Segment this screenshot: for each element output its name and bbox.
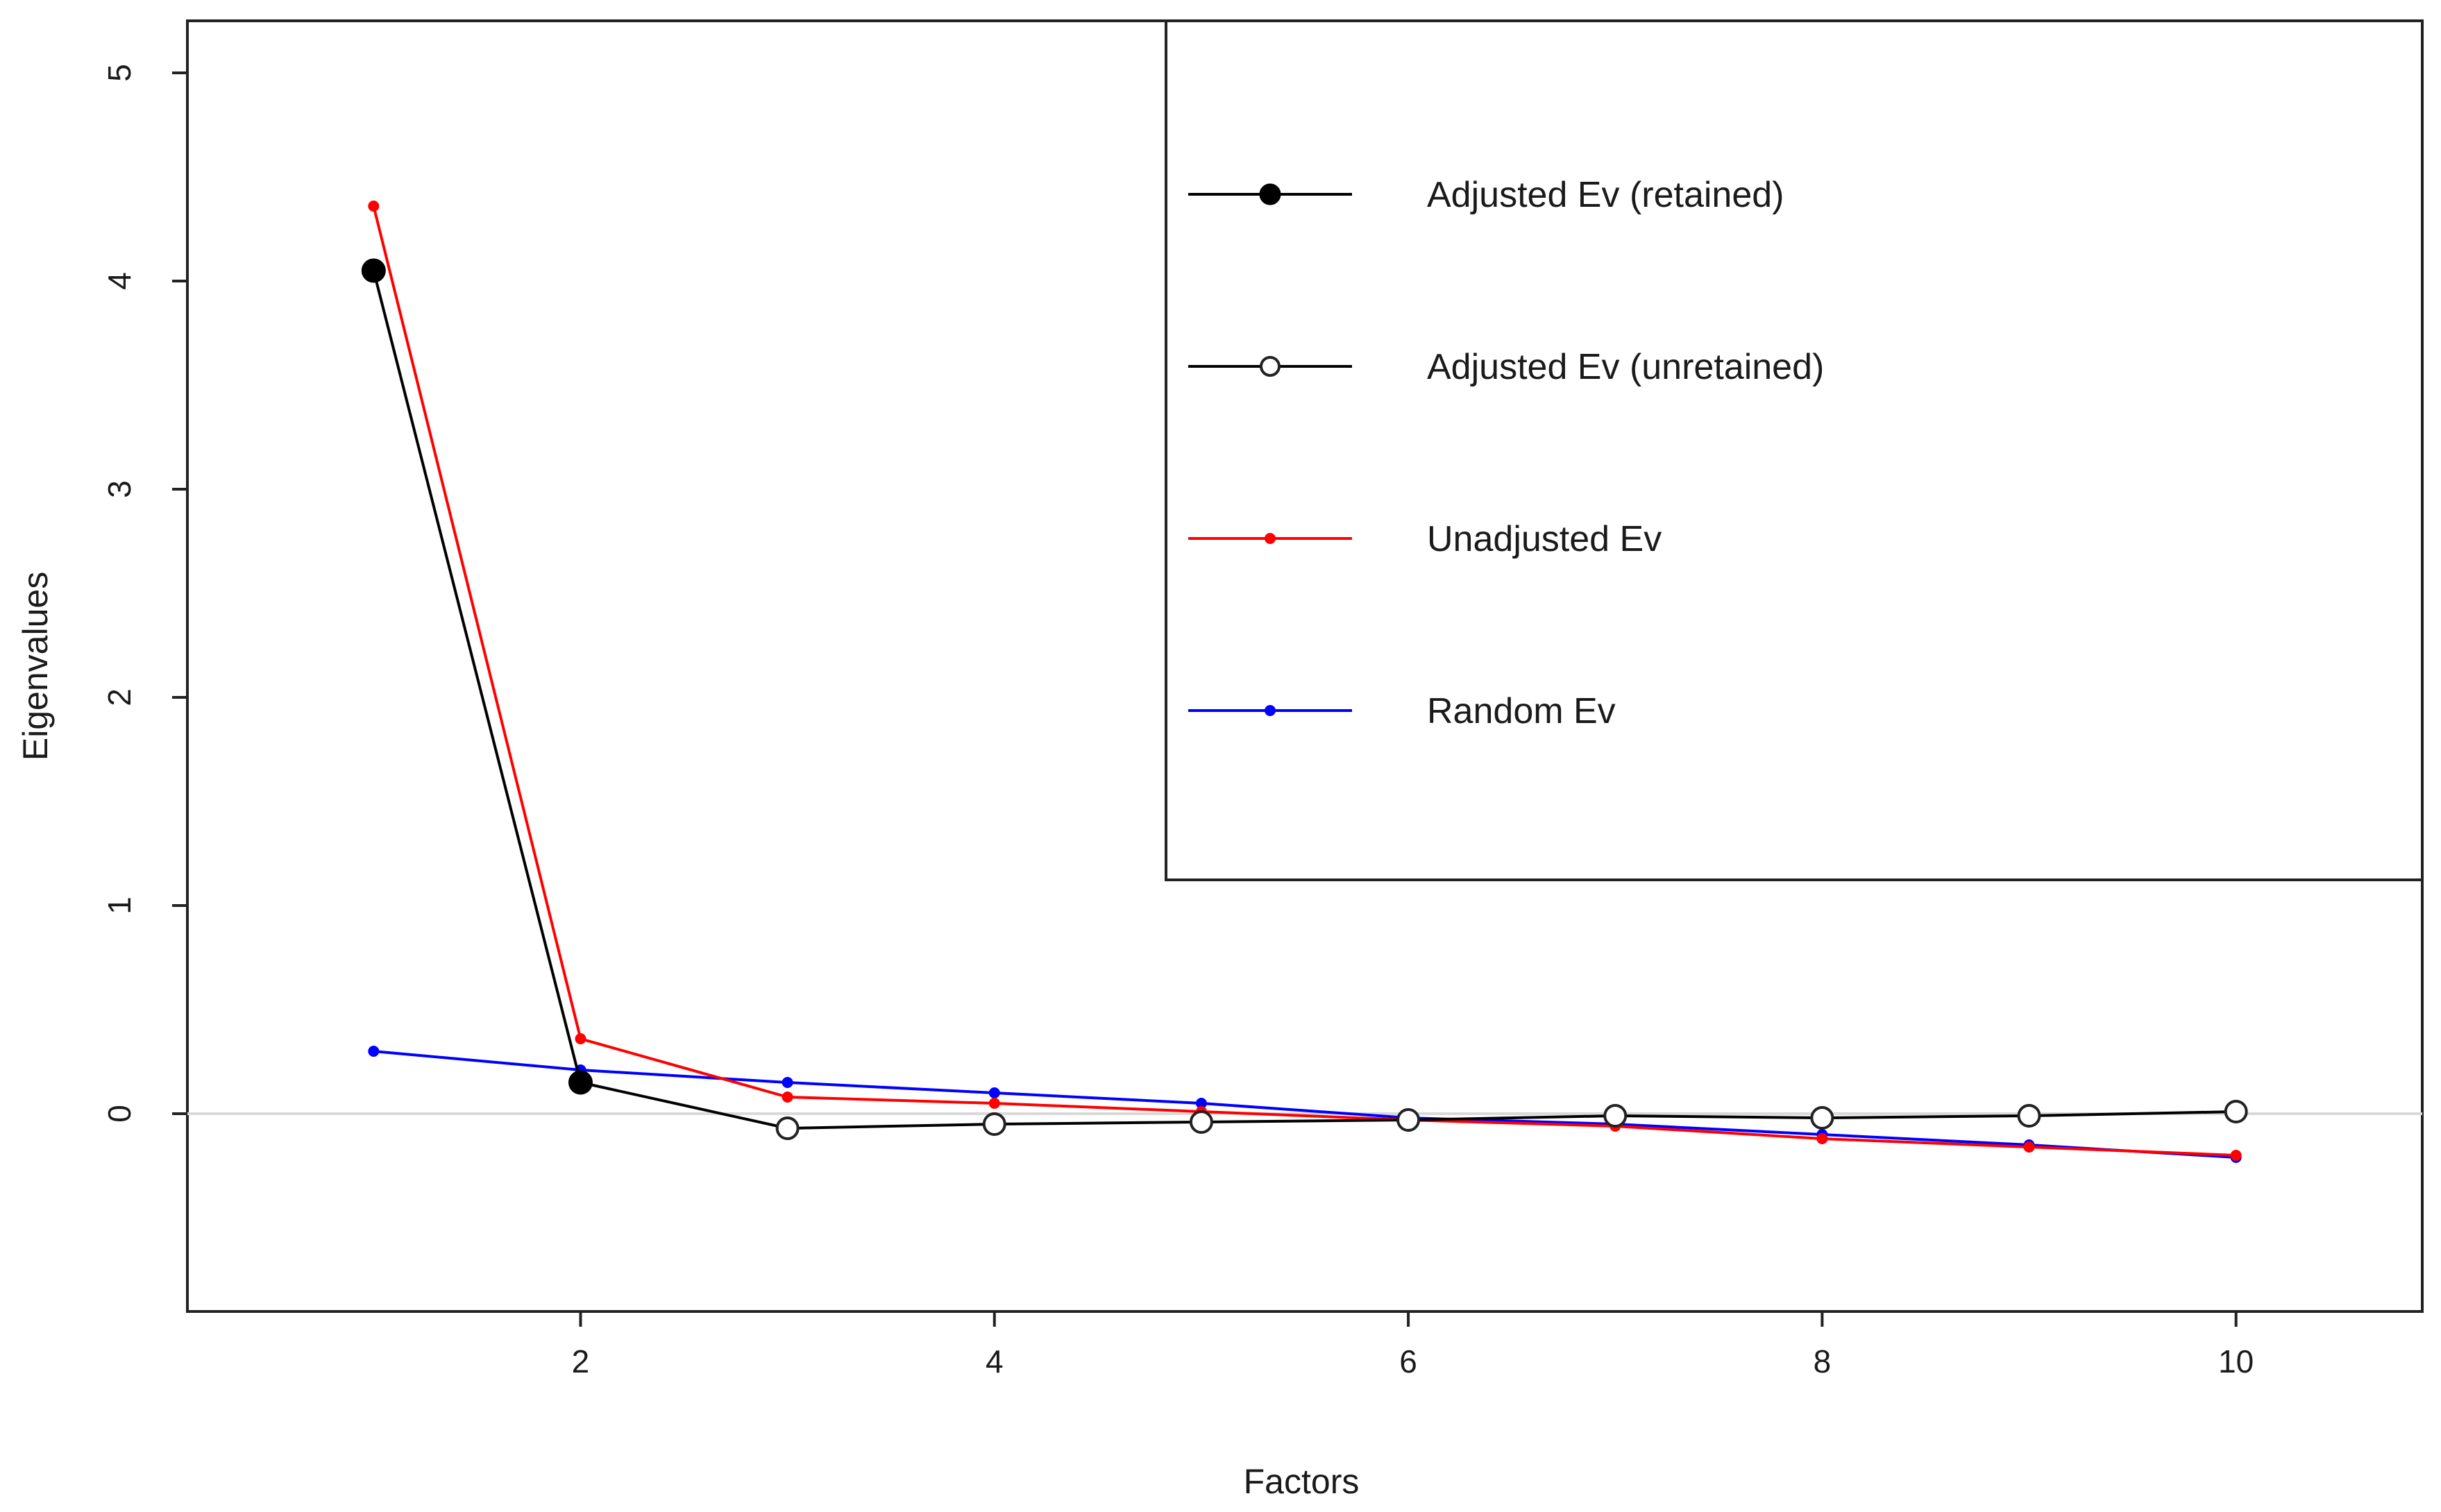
legend-marker: [1259, 183, 1281, 205]
x-tick-label: 2: [572, 1343, 590, 1379]
data-point: [2017, 1104, 2041, 1128]
series-line: [372, 205, 2236, 1157]
data-point: [368, 1046, 380, 1057]
legend-label: Random Ev: [1427, 691, 1616, 731]
series-line: [372, 270, 582, 1083]
data-point: [1810, 1106, 1834, 1130]
x-tick-label: 10: [2218, 1343, 2254, 1379]
legend-label: Adjusted Ev (retained): [1427, 175, 1784, 215]
y-tick-label: 4: [101, 272, 137, 290]
data-point: [1816, 1133, 1828, 1144]
data-point: [1189, 1110, 1213, 1134]
y-axis-title: Eigenvalues: [16, 572, 55, 761]
legend-label: Adjusted Ev (unretained): [1427, 347, 1824, 387]
data-point: [782, 1077, 793, 1088]
data-point: [2230, 1150, 2242, 1161]
legend-entry: Random Ev: [1188, 691, 1616, 731]
series-layer: [361, 201, 2248, 1163]
data-point: [1603, 1104, 1628, 1128]
y-axis: 0 1 2 3 4 5: [101, 64, 187, 1123]
data-point: [1195, 1098, 1207, 1109]
data-point: [1396, 1108, 1421, 1132]
data-point: [575, 1033, 586, 1044]
legend-label: Unadjusted Ev: [1427, 519, 1662, 559]
data-point: [775, 1116, 800, 1140]
data-point: [782, 1091, 793, 1103]
data-point: [2224, 1100, 2248, 1123]
legend-entry: Adjusted Ev (retained): [1188, 175, 1784, 215]
x-axis-title: Factors: [1244, 1462, 1360, 1501]
x-tick-label: 4: [986, 1343, 1004, 1379]
legend-marker: [1260, 356, 1281, 377]
series-1: [568, 1071, 2248, 1140]
x-tick-label: 6: [1399, 1343, 1417, 1379]
legend-marker: [1265, 533, 1276, 544]
series-line: [373, 1050, 2236, 1159]
legend-entry: Unadjusted Ev: [1188, 519, 1662, 559]
series-0: [361, 258, 593, 1095]
x-axis: 2 4 6 8 10: [572, 1311, 2254, 1379]
legend-marker: [1265, 705, 1276, 716]
data-point: [568, 1070, 593, 1095]
data-point: [988, 1087, 1000, 1098]
data-point: [361, 258, 386, 283]
y-tick-label: 5: [101, 64, 137, 82]
y-tick-label: 3: [101, 480, 137, 498]
legend: Adjusted Ev (retained) Adjusted Ev (unret…: [1165, 19, 2424, 881]
data-point: [368, 201, 380, 212]
y-tick-label: 1: [101, 897, 137, 915]
x-tick-label: 8: [1814, 1343, 1832, 1379]
data-point: [2023, 1141, 2035, 1153]
y-tick-label: 2: [101, 688, 137, 706]
data-point: [988, 1098, 1000, 1109]
y-tick-label: 0: [101, 1105, 137, 1123]
legend-box: [1165, 19, 2424, 881]
data-point: [982, 1112, 1006, 1136]
legend-entry: Adjusted Ev (unretained): [1188, 347, 1824, 387]
